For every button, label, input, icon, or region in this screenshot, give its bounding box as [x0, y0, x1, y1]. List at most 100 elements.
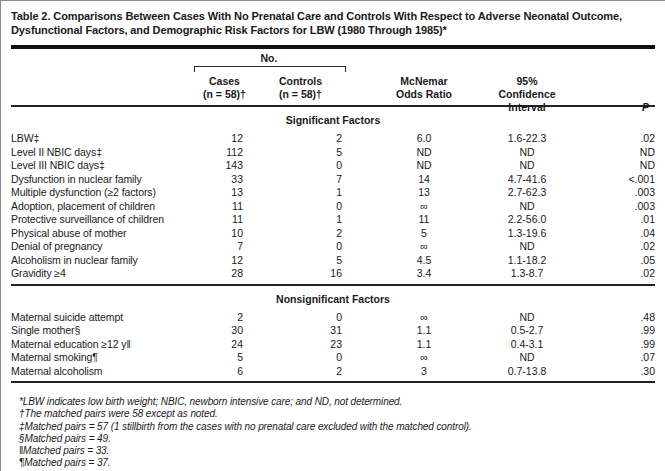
cases-count-cell: 112 [196, 146, 253, 160]
controls-count-cell: 1 [253, 213, 348, 227]
p-value-cell: .30 [578, 365, 655, 379]
confidence-interval-cell: ND [488, 351, 578, 365]
odds-ratio-cell: ND [348, 146, 488, 160]
factor-cell: Maternal alcoholism [11, 365, 196, 379]
factor-cell: Physical abuse of mother [11, 227, 196, 241]
p-value-cell: <.001 [578, 173, 655, 187]
cases-count-cell: 12 [196, 254, 253, 268]
odds-ratio-cell: 3 [348, 365, 488, 379]
confidence-interval-cell: ND [488, 200, 578, 214]
confidence-interval-cell: 1.3-8.7 [488, 267, 578, 281]
table-row: Dysfunction in nuclear family337144.7-41… [11, 173, 655, 187]
odds-ratio-cell: 4.5 [348, 254, 488, 268]
factor-cell: Gravidity ≥4 [11, 267, 196, 281]
section-header-significant: Significant Factors [11, 114, 655, 127]
factor-cell: Maternal smoking¶ [11, 351, 196, 365]
confidence-interval-cell: 1.3-19.6 [488, 227, 578, 241]
factor-cell: Adoption, placement of children [11, 200, 196, 214]
footnote-line: ‖Matched pairs = 33. [19, 445, 655, 457]
p-value-cell: .99 [578, 338, 655, 352]
controls-count-cell: 5 [253, 146, 348, 160]
p-value-cell: .003 [578, 200, 655, 214]
column-header-controls: Controls (n = 58)† [253, 75, 348, 114]
column-headers-row: Cases (n = 58)† Controls (n = 58)† McNem… [11, 75, 655, 114]
table-page: Table 2. Comparisons Between Cases With … [0, 0, 665, 471]
factor-cell: LBW‡ [11, 132, 196, 146]
section-header-nonsignificant: Nonsignificant Factors [11, 293, 655, 306]
factor-cell: Maternal education ≥12 y‖ [11, 338, 196, 352]
odds-ratio-cell: 3.4 [348, 267, 488, 281]
group-header-no: No. [194, 52, 344, 64]
cases-count-cell: 2 [196, 311, 253, 325]
controls-count-cell: 0 [253, 159, 348, 173]
footnote-divider-rule [11, 381, 655, 383]
cases-count-cell: 28 [196, 267, 253, 281]
cases-count-cell: 13 [196, 186, 253, 200]
footnotes-block: *LBW indicates low birth weight; NBIC, n… [11, 396, 655, 470]
cases-count-cell: 5 [196, 351, 253, 365]
cases-count-cell: 12 [196, 132, 253, 146]
odds-ratio-cell: ∞ [348, 351, 488, 365]
table-row: Level II NBIC days‡1125NDNDND [11, 146, 655, 160]
table-row: Protective surveillance of children11111… [11, 213, 655, 227]
footnote-line: ¶Matched pairs = 37. [19, 457, 655, 469]
odds-ratio-cell: ∞ [348, 311, 488, 325]
table-title: Table 2. Comparisons Between Cases With … [11, 1, 629, 37]
controls-count-cell: 0 [253, 200, 348, 214]
column-header-p-value: P [578, 75, 655, 114]
table-row: Multiple dysfunction (≥2 factors)131132.… [11, 186, 655, 200]
cases-count-cell: 7 [196, 240, 253, 254]
column-header-cases: Cases (n = 58)† [196, 75, 253, 114]
factor-cell: Maternal suicide attempt [11, 311, 196, 325]
factor-cell: Protective surveillance of children [11, 213, 196, 227]
cases-count-cell: 6 [196, 365, 253, 379]
odds-ratio-cell: ND [348, 159, 488, 173]
factor-cell: Alcoholism in nuclear family [11, 254, 196, 268]
confidence-interval-cell: 2.2-56.0 [488, 213, 578, 227]
section-divider-rule [11, 284, 655, 286]
cases-count-cell: 11 [196, 213, 253, 227]
odds-ratio-cell: 14 [348, 173, 488, 187]
table-content: Table 2. Comparisons Between Cases With … [1, 1, 665, 470]
table-row: Gravidity ≥428163.41.3-8.7.02 [11, 267, 655, 281]
table-row: Physical abuse of mother10251.3-19.6.04 [11, 227, 655, 241]
confidence-interval-cell: 1.1-18.2 [488, 254, 578, 268]
table-row: Level III NBIC days‡1430NDNDND [11, 159, 655, 173]
odds-ratio-cell: 13 [348, 186, 488, 200]
p-value-cell: ND [578, 146, 655, 160]
confidence-interval-cell: 0.4-3.1 [488, 338, 578, 352]
factor-cell: Level III NBIC days‡ [11, 159, 196, 173]
confidence-interval-cell: 2.7-62.3 [488, 186, 578, 200]
controls-count-cell: 1 [253, 186, 348, 200]
factor-cell: Multiple dysfunction (≥2 factors) [11, 186, 196, 200]
controls-count-cell: 2 [253, 227, 348, 241]
p-value-cell: .02 [578, 267, 655, 281]
cases-count-cell: 33 [196, 173, 253, 187]
p-value-cell: .99 [578, 324, 655, 338]
column-header-factor [11, 75, 196, 114]
factor-cell: Level II NBIC days‡ [11, 146, 196, 160]
table-row: Adoption, placement of children110∞ND.00… [11, 200, 655, 214]
footnote-line: †The matched pairs were 58 except as not… [19, 408, 655, 420]
cases-count-cell: 143 [196, 159, 253, 173]
confidence-interval-cell: 0.5-2.7 [488, 324, 578, 338]
controls-count-cell: 5 [253, 254, 348, 268]
controls-count-cell: 2 [253, 132, 348, 146]
cases-count-cell: 24 [196, 338, 253, 352]
table-row: Denial of pregnancy70∞ND.02 [11, 240, 655, 254]
footnote-line: ‡Matched pairs = 57 (1 stillbirth from t… [19, 421, 655, 433]
confidence-interval-cell: 1.6-22.3 [488, 132, 578, 146]
p-value-cell: .05 [578, 254, 655, 268]
cases-count-cell: 10 [196, 227, 253, 241]
odds-ratio-cell: ∞ [348, 240, 488, 254]
footnote-line: §Matched pairs = 49. [19, 433, 655, 445]
column-group-bracket [194, 66, 346, 72]
controls-count-cell: 0 [253, 311, 348, 325]
table-row: Maternal smoking¶50∞ND.07 [11, 351, 655, 365]
cases-count-cell: 11 [196, 200, 253, 214]
odds-ratio-cell: ∞ [348, 200, 488, 214]
column-header-odds-ratio: McNemar Odds Ratio [348, 75, 488, 114]
cases-count-cell: 30 [196, 324, 253, 338]
nonsignificant-rows: Maternal suicide attempt20∞ND.48Single m… [11, 311, 655, 379]
p-value-cell: ND [578, 159, 655, 173]
